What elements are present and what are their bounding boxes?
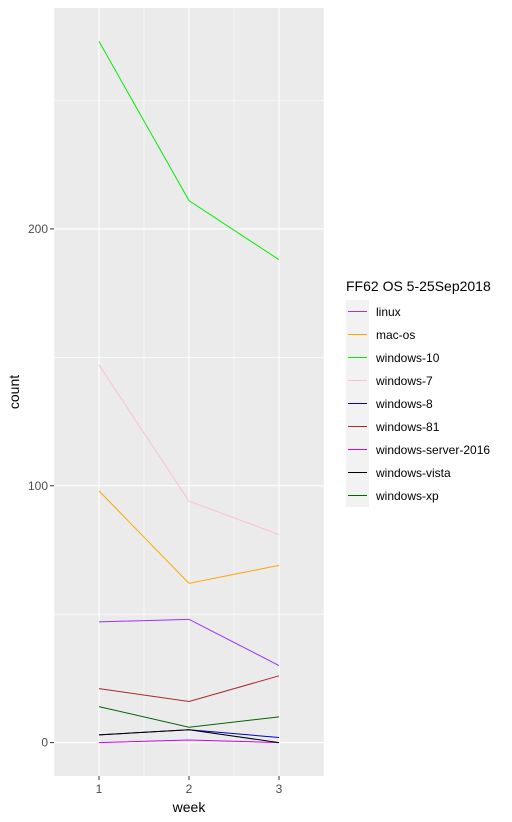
series-line-windows-7 [98, 364, 280, 536]
legend-label: windows-7 [375, 374, 433, 388]
x-tick-label: 1 [96, 782, 103, 796]
series-lines [98, 41, 280, 744]
legend-label: windows-vista [375, 466, 451, 480]
series-line-mac-os [98, 490, 280, 584]
legend-label: windows-10 [375, 351, 440, 365]
legend-label: windows-81 [375, 420, 440, 434]
series-line-windows-xp [98, 706, 280, 728]
x-axis: 1 2 3 [96, 776, 283, 796]
legend-label: windows-8 [375, 397, 433, 411]
y-tick-label: 0 [41, 736, 48, 750]
series-line-windows-server-2016 [98, 739, 280, 744]
legend-title: FF62 OS 5-25Sep2018 [346, 278, 491, 294]
y-axis: 0 100 200 [28, 222, 54, 750]
y-tick-label: 200 [28, 222, 48, 236]
legend-label: mac-os [376, 328, 415, 342]
y-axis-title: count [6, 375, 22, 409]
y-tick-label: 100 [28, 479, 48, 493]
series-line-windows-10 [98, 41, 280, 261]
series-line-windows-vista [98, 729, 280, 744]
x-tick-label: 2 [186, 782, 193, 796]
legend: FF62 OS 5-25Sep2018 linux mac-os windows-1… [346, 278, 491, 507]
series-line-linux [98, 618, 280, 666]
legend-label: windows-server-2016 [375, 443, 490, 457]
legend-label: linux [376, 305, 401, 319]
legend-label: windows-xp [375, 489, 439, 503]
x-tick-label: 3 [276, 782, 283, 796]
x-axis-title: week [172, 799, 207, 815]
legend-items: linux mac-os windows-10 windows-7 windows-8 w… [346, 300, 490, 507]
series-line-windows-81 [98, 675, 280, 703]
